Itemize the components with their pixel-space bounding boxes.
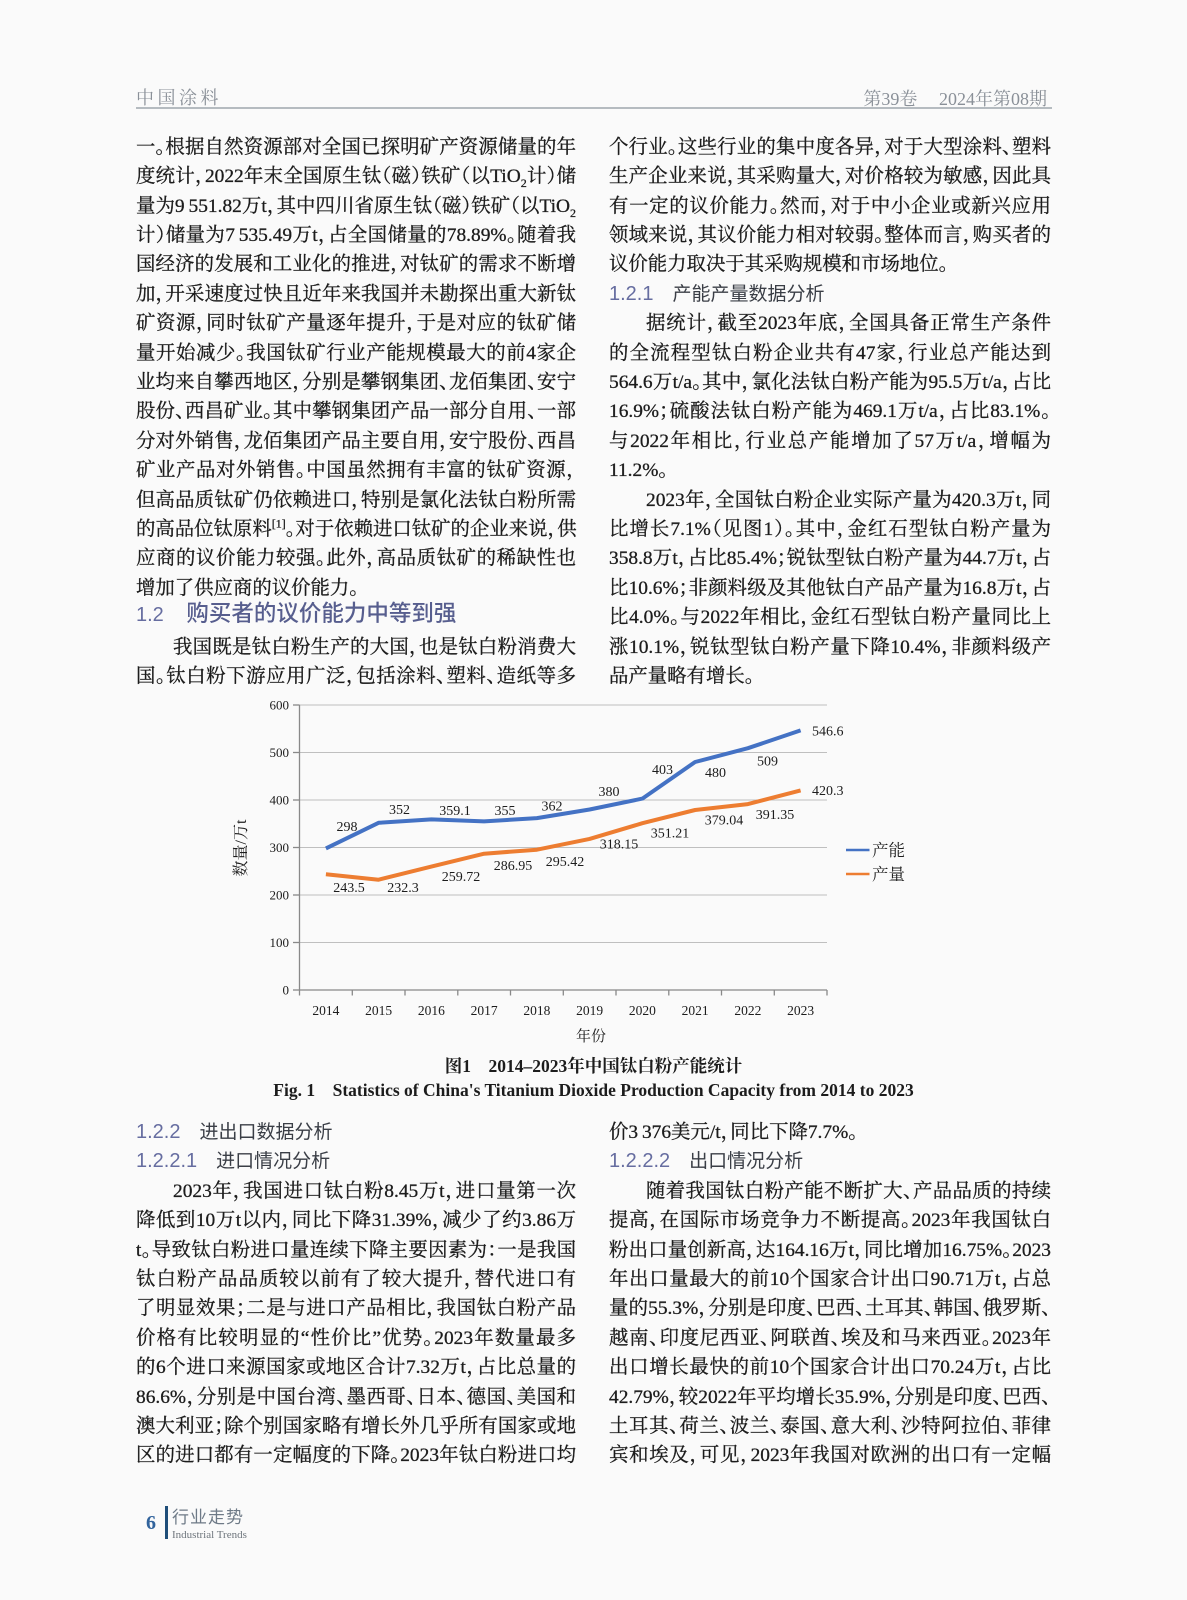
svg-text:318.15: 318.15 xyxy=(600,838,639,853)
svg-text:351.21: 351.21 xyxy=(651,827,690,842)
svg-text:600: 600 xyxy=(270,698,290,713)
svg-text:259.72: 259.72 xyxy=(442,870,481,885)
svg-text:243.5: 243.5 xyxy=(333,881,365,896)
svg-text:420.3: 420.3 xyxy=(812,784,844,799)
svg-text:352: 352 xyxy=(389,803,410,818)
svg-text:379.04: 379.04 xyxy=(705,814,744,829)
svg-text:362: 362 xyxy=(542,800,563,815)
svg-text:2023: 2023 xyxy=(787,1003,814,1018)
svg-text:286.95: 286.95 xyxy=(494,859,533,874)
svg-text:298: 298 xyxy=(337,820,358,835)
svg-text:2020: 2020 xyxy=(629,1003,656,1018)
svg-text:年份: 年份 xyxy=(576,1027,606,1045)
svg-text:355: 355 xyxy=(495,804,516,819)
svg-text:数量/万t: 数量/万t xyxy=(232,819,250,876)
svg-text:295.42: 295.42 xyxy=(546,855,585,870)
svg-text:232.3: 232.3 xyxy=(387,881,419,896)
svg-text:2015: 2015 xyxy=(365,1003,392,1018)
svg-text:2019: 2019 xyxy=(576,1003,603,1018)
svg-text:546.6: 546.6 xyxy=(812,725,844,740)
svg-text:2021: 2021 xyxy=(682,1003,709,1018)
svg-text:200: 200 xyxy=(270,888,290,903)
svg-text:380: 380 xyxy=(599,785,620,800)
svg-text:100: 100 xyxy=(270,935,290,950)
svg-text:500: 500 xyxy=(270,745,290,760)
svg-text:403: 403 xyxy=(652,763,673,778)
svg-text:2018: 2018 xyxy=(523,1003,550,1018)
svg-text:300: 300 xyxy=(270,840,290,855)
svg-text:391.35: 391.35 xyxy=(756,808,795,823)
svg-text:2014: 2014 xyxy=(312,1003,339,1018)
svg-text:359.1: 359.1 xyxy=(439,804,471,819)
svg-text:产能: 产能 xyxy=(872,841,905,860)
svg-text:0: 0 xyxy=(283,983,290,998)
svg-text:2017: 2017 xyxy=(471,1003,498,1018)
svg-text:2022: 2022 xyxy=(734,1003,761,1018)
svg-text:2016: 2016 xyxy=(418,1003,445,1018)
svg-text:509: 509 xyxy=(757,755,778,770)
svg-text:产量: 产量 xyxy=(872,865,905,884)
svg-text:480: 480 xyxy=(705,766,726,781)
svg-text:400: 400 xyxy=(270,793,290,808)
